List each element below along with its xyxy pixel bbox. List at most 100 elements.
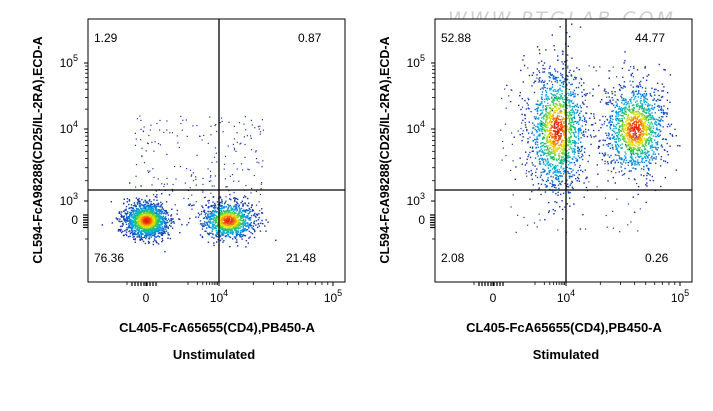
event-dot [226,213,229,215]
event-dot [564,137,566,139]
event-dot [643,166,645,168]
event-dot [143,222,145,224]
event-dot [146,201,148,203]
event-dot [635,135,638,137]
event-dot [564,140,566,142]
event-dot [140,227,143,230]
event-dot [585,120,587,122]
event-dot [557,59,559,61]
event-dot [148,171,150,173]
event-dot [245,225,248,227]
event-dot [158,228,160,231]
event-dot [628,177,630,180]
event-dot [137,216,139,218]
event-dot [556,81,559,84]
event-dot [520,69,522,72]
event-dot [610,124,612,127]
event-dot [134,232,137,234]
event-dot [217,230,219,232]
event-dot [153,228,155,230]
event-dot [571,83,573,85]
event-dot [574,117,576,119]
event-dot [221,202,223,204]
event-dot [539,149,541,152]
event-dot [568,102,570,104]
event-dot [227,207,229,209]
event-dot [262,223,264,225]
event-dot [211,216,213,218]
event-dot [238,180,240,182]
event-dot [553,141,556,144]
event-dot [604,154,607,156]
event-dot [610,162,612,164]
event-dot [537,155,539,157]
event-dot [140,208,142,210]
event-dot [555,107,557,109]
event-dot [235,208,237,210]
event-dot [615,119,617,122]
event-dot [180,122,182,125]
event-dot [578,150,580,152]
event-dot [567,155,570,157]
event-dot [630,142,632,144]
event-dot [156,213,158,216]
event-dot [223,228,225,230]
event-dot [173,222,175,224]
event-dot [572,102,575,104]
event-dot [566,88,568,90]
event-dot [261,166,263,168]
event-dot [558,118,560,121]
event-dot [249,236,251,238]
event-dot [137,229,139,232]
event-dot [663,113,665,115]
event-dot [156,228,159,231]
event-dot [147,215,150,218]
event-dot [582,115,585,117]
event-dot [156,199,158,201]
event-dot [170,214,173,216]
event-dot [195,201,197,203]
event-dot [644,100,646,103]
event-dot [570,118,573,120]
event-dot [221,223,223,226]
event-dot [138,217,140,219]
event-dot [553,124,555,127]
event-dot [552,176,554,178]
event-dot [136,227,139,230]
event-dot [569,125,572,128]
event-dot [121,222,124,225]
event-dot [191,204,193,206]
event-dot [147,213,150,216]
event-dot [623,140,626,142]
event-dot [545,113,547,115]
event-dot [627,148,629,151]
event-dot [239,209,241,211]
event-dot [538,78,540,80]
event-dot [227,145,229,147]
event-dot [547,95,549,98]
event-dot [235,228,237,230]
event-dot [659,99,662,101]
event-dot [629,137,631,139]
event-dot [219,208,222,210]
event-dot [135,218,137,220]
event-dot [161,229,163,232]
event-dot [569,140,571,143]
event-dot [181,223,183,226]
event-dot [558,180,561,183]
event-dot [212,213,214,215]
event-dot [545,126,548,129]
event-dot [644,122,647,124]
event-dot [572,91,574,94]
event-dot [550,129,552,132]
event-dot [644,103,647,106]
event-dot [615,144,617,146]
event-dot [641,159,644,161]
event-dot [553,130,555,132]
event-dot [551,179,553,182]
event-dot [620,166,622,168]
event-dot [550,144,553,147]
event-dot [652,108,654,111]
event-dot [216,233,219,235]
event-dot [557,88,560,91]
